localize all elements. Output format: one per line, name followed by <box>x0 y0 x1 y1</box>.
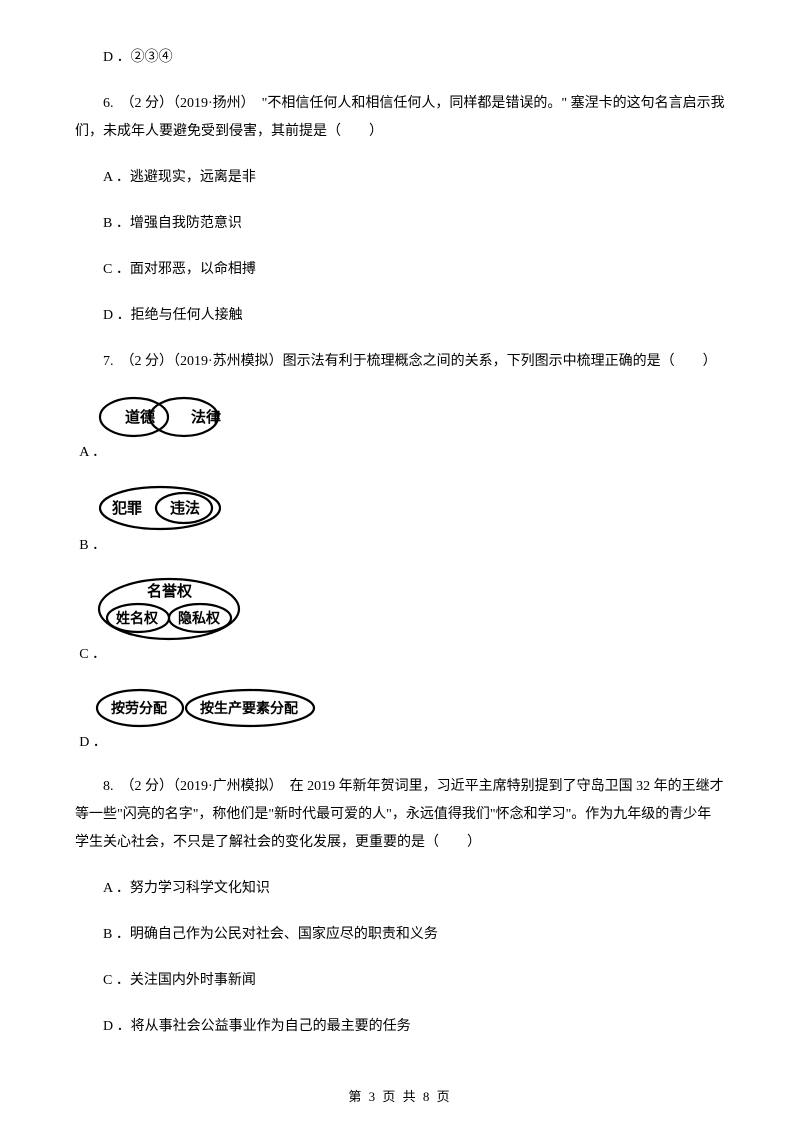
q7-option-b-label: B ． <box>79 533 106 558</box>
page-footer: 第 3 页 共 8 页 <box>0 1085 800 1108</box>
q7-option-d: 按劳分配 按生产要素分配 D ． <box>75 686 725 759</box>
venn-d: 按劳分配 按生产要素分配 <box>92 686 332 730</box>
venn-a-right: 法律 <box>191 408 221 426</box>
q8-option-a: A ．努力学习科学文化知识 <box>75 875 725 903</box>
q6-stem: 6. （2 分）（2019·扬州） "不相信任何人和相信任何人，同样都是错误的。… <box>75 90 725 146</box>
q7-option-a: 道德 法律 A ． <box>75 394 725 469</box>
venn-d-right: 按生产要素分配 <box>200 700 298 717</box>
q6-option-a: A ．逃避现实，远离是非 <box>75 164 725 192</box>
q7-option-b: 犯罪 违法 B ． <box>75 483 725 562</box>
q7-option-d-label: D ． <box>79 730 107 755</box>
q6-option-d: D ．拒绝与任何人接触 <box>75 302 725 330</box>
q8-option-b: B ．明确自己作为公民对社会、国家应尽的职责和义务 <box>75 921 725 949</box>
q5-option-d: D ．②③④ <box>75 44 725 72</box>
venn-b-outer: 犯罪 <box>111 499 142 517</box>
q6-option-b: B ．增强自我防范意识 <box>75 210 725 238</box>
q6-option-c: C ．面对邪恶，以命相搏 <box>75 256 725 284</box>
q7-stem: 7. （2 分）（2019·苏州模拟）图示法有利于梳理概念之间的关系，下列图示中… <box>75 348 725 376</box>
venn-c-left: 姓名权 <box>116 610 159 627</box>
q8-option-d: D ．将从事社会公益事业作为自己的最主要的任务 <box>75 1013 725 1041</box>
q7-option-c-label: C ． <box>79 642 106 667</box>
venn-c-right: 隐私权 <box>178 610 221 627</box>
venn-b-inner: 违法 <box>170 499 200 517</box>
exam-page: D ．②③④ 6. （2 分）（2019·扬州） "不相信任何人和相信任何人，同… <box>0 0 800 1079</box>
venn-b: 犯罪 违法 <box>92 483 242 533</box>
venn-c-parent: 名誉权 <box>147 582 193 600</box>
venn-d-left: 按劳分配 <box>111 700 167 717</box>
venn-c: 名誉权 姓名权 隐私权 <box>92 576 250 642</box>
q8-option-c: C ．关注国内外时事新闻 <box>75 967 725 995</box>
venn-a-left: 道德 <box>125 408 155 426</box>
venn-a: 道德 法律 <box>92 394 232 440</box>
q8-stem: 8. （2 分）（2019·广州模拟） 在 2019 年新年贺词里，习近平主席特… <box>75 773 725 857</box>
q7-option-a-label: A ． <box>79 440 106 465</box>
q7-option-c: 名誉权 姓名权 隐私权 C ． <box>75 576 725 671</box>
